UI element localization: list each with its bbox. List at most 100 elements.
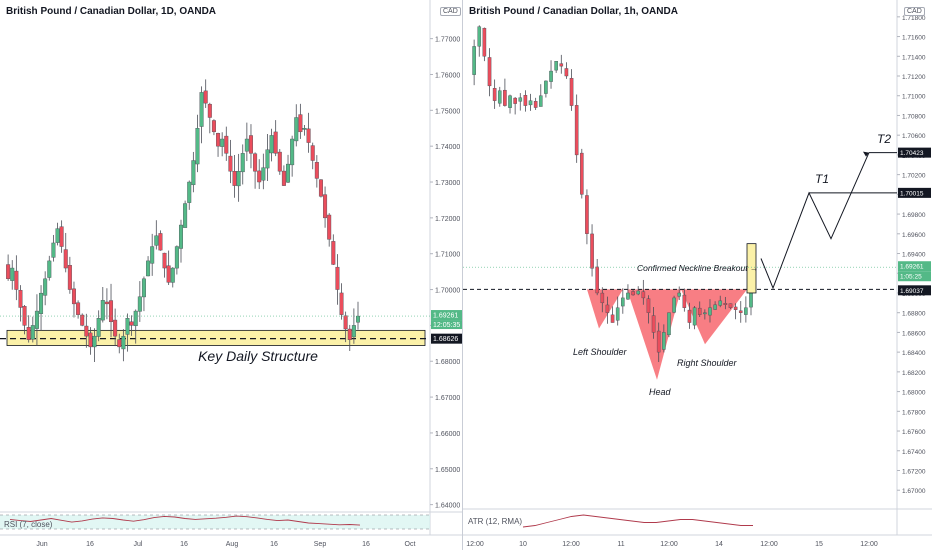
hourly-candle-body (692, 307, 697, 326)
hourly-candle-body (579, 152, 584, 195)
daily-candle-body (290, 138, 295, 166)
atr-indicator-label[interactable]: ATR (12, RMA) (468, 517, 523, 526)
y-tick-label: 1.68000 (902, 390, 926, 397)
daily-candle-body (269, 135, 274, 154)
daily-candle-body (55, 228, 60, 243)
t2-label: T2 (877, 132, 891, 146)
y-tick-label: 1.76000 (435, 72, 460, 79)
daily-candle-body (183, 203, 188, 228)
x-tick-label: 15 (815, 541, 823, 548)
y-tick-label: 1.69400 (902, 252, 926, 259)
right-shoulder-shape (681, 289, 747, 345)
key-structure-annotation: Key Daily Structure (198, 348, 318, 364)
hourly-candle-body (492, 88, 497, 101)
daily-candle-body (343, 315, 348, 330)
x-tick-label: 12:00 (660, 541, 678, 548)
daily-currency-badge: CAD (440, 7, 461, 16)
daily-candle-body (88, 332, 93, 348)
daily-candle-body (59, 226, 64, 247)
hourly-candle-body (703, 312, 707, 315)
rsi-indicator-label[interactable]: RSI (7, close) (4, 520, 53, 529)
daily-candle-body (302, 128, 307, 130)
t2-price-tag (898, 147, 931, 158)
y-tick-label: 1.68200 (902, 370, 926, 377)
daily-candle-body (141, 278, 146, 298)
hourly-chart-canvas[interactable]: 1.71800 1.71600 1.71400 1.71200 1.71000 1.708… (463, 0, 932, 550)
y-tick-label: 1.74000 (435, 144, 460, 151)
y-tick-label: 1.77000 (435, 37, 460, 44)
daily-candle-body (248, 135, 253, 154)
y-tick-label: 1.65000 (435, 467, 460, 474)
hourly-candle-body (718, 300, 723, 306)
atr-line (522, 514, 753, 528)
daily-candle-body (232, 171, 237, 186)
daily-candle-body (199, 92, 204, 127)
y-tick-label: 1.68800 (902, 311, 926, 318)
hourly-candle-body (528, 100, 533, 106)
hourly-candle-body (487, 57, 492, 87)
hourly-candle-body (738, 310, 743, 313)
daily-candle-body (71, 288, 76, 305)
daily-countdown-tag (431, 320, 462, 330)
breakout-annotation: Confirmed Neckline Breakout → (637, 263, 758, 273)
y-tick-label: 1.71400 (902, 54, 926, 61)
hourly-candle-body (538, 95, 543, 107)
daily-candle-body (224, 135, 229, 154)
hourly-chart-panel[interactable]: 1.71800 1.71600 1.71400 1.71200 1.71000 1.708… (463, 0, 932, 550)
daily-candle-body (236, 171, 241, 187)
hourly-candle-body (646, 298, 651, 313)
daily-candle-body (137, 296, 142, 312)
x-tick-label: Aug (226, 541, 239, 548)
daily-candle-body (211, 120, 216, 133)
projection-arrowhead (863, 151, 869, 157)
daily-candle-body (51, 242, 56, 258)
t1-price-tag (898, 187, 931, 198)
daily-candle-body (265, 149, 270, 169)
hourly-candle-body (600, 292, 605, 304)
daily-candle-body (67, 265, 72, 290)
neckline-price-tag (898, 285, 931, 296)
hourly-candle-body (574, 105, 579, 156)
daily-candle-body (253, 153, 258, 172)
hourly-candle-body (508, 95, 512, 108)
hourly-candle-body (482, 27, 487, 57)
daily-candle-body (240, 153, 245, 173)
breakout-highlight-box (746, 243, 757, 294)
daily-chart-panel[interactable]: 1.77000 1.76000 1.75000 1.74000 1.73000 1.720… (0, 0, 462, 550)
neckline-price-label: 1.69037 (900, 288, 924, 295)
panel-divider[interactable] (462, 0, 463, 550)
hourly-chart-title: British Pound / Canadian Dollar, 1h, OAN… (469, 6, 678, 17)
daily-candle-body (63, 249, 68, 269)
structure-price-tag (431, 333, 462, 344)
daily-candle-body (335, 266, 340, 290)
daily-candle-body (170, 267, 175, 283)
y-tick-label: 1.67200 (902, 468, 926, 475)
daily-candle-body (76, 302, 81, 315)
daily-candle-body (154, 235, 159, 246)
hourly-current-price-tag (898, 261, 931, 272)
y-tick-label: 1.67000 (435, 395, 460, 402)
y-tick-label: 1.67800 (902, 409, 926, 416)
daily-chart-canvas[interactable]: 1.77000 1.76000 1.75000 1.74000 1.73000 1.720… (0, 0, 462, 550)
hourly-candle-body (626, 292, 630, 300)
left-shoulder-label: Left Shoulder (573, 347, 628, 357)
y-tick-label: 1.68400 (902, 350, 926, 357)
hourly-candle-body (656, 330, 661, 353)
x-tick-label: 12:00 (860, 541, 878, 548)
x-tick-label: 16 (270, 541, 278, 548)
hourly-candle-body (518, 97, 523, 102)
x-tick-label: 16 (362, 541, 370, 548)
key-structure-zone (6, 329, 426, 346)
hourly-candle-body (682, 294, 687, 308)
daily-candle-body (39, 292, 44, 314)
daily-candle-body (121, 335, 126, 350)
daily-candle-body (277, 151, 282, 172)
y-tick-label: 1.71600 (902, 35, 926, 42)
daily-candle-body (133, 310, 138, 327)
daily-chart-title: British Pound / Canadian Dollar, 1D, OAN… (6, 6, 217, 17)
x-tick-label: Jul (134, 541, 143, 548)
y-tick-label: 1.69800 (902, 212, 926, 219)
x-tick-label: 12:00 (562, 541, 580, 548)
y-tick-label: 1.71000 (435, 252, 460, 259)
hourly-candle-body (477, 26, 482, 47)
